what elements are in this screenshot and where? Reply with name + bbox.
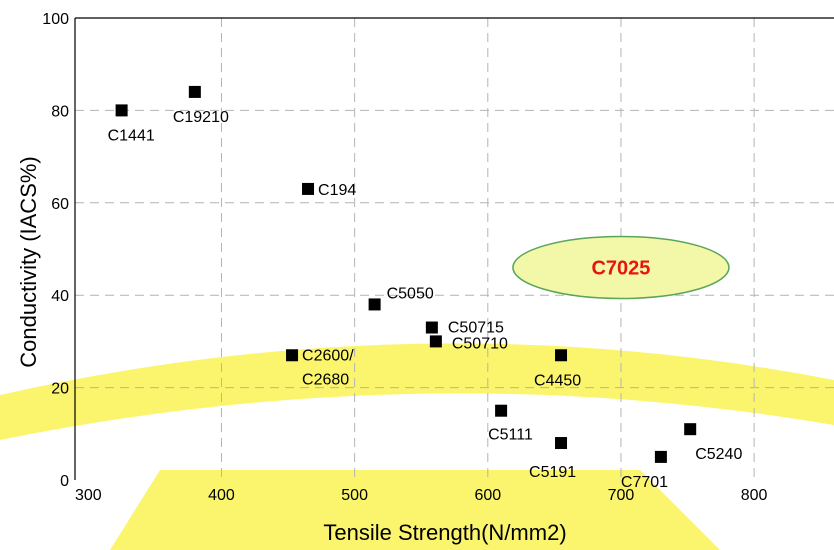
x-tick-label: 600 — [474, 487, 501, 504]
point-label: C2680 — [302, 371, 349, 388]
x-tick-label: 300 — [75, 487, 102, 504]
plot-frame — [74, 17, 834, 480]
band-lower-block — [110, 470, 720, 550]
y-tick-label: 40 — [51, 288, 69, 305]
y-tick-label: 20 — [51, 381, 69, 398]
background-band — [0, 343, 834, 550]
x-tick-label: 700 — [608, 487, 635, 504]
data-point — [188, 85, 201, 98]
point-label: C5111 — [488, 427, 533, 444]
x-tick-label: 800 — [741, 487, 768, 504]
point-label: C5050 — [387, 285, 434, 302]
tick-labels: 0 20 40 60 80 100 300 400 500 600 700 800 — [42, 11, 767, 504]
data-point — [555, 437, 568, 450]
y-tick-label: 80 — [51, 103, 69, 120]
data-point — [654, 450, 667, 463]
annotations: C7025 — [512, 235, 730, 300]
point-label: C4450 — [534, 372, 581, 389]
band-upper-arc — [0, 343, 834, 440]
data-point — [555, 349, 568, 362]
data-point — [368, 298, 381, 311]
y-tick-label: 100 — [42, 11, 69, 28]
point-label: C5240 — [695, 446, 742, 463]
x-axis-title: Tensile Strength(N/mm2) — [323, 520, 566, 545]
data-point — [495, 404, 508, 417]
x-tick-label: 500 — [341, 487, 368, 504]
data-point — [684, 423, 697, 436]
callout-label: C7025 — [591, 257, 650, 279]
data-point — [302, 182, 315, 195]
point-label: C50710 — [452, 335, 508, 352]
data-point — [429, 335, 442, 348]
point-label: C1441 — [108, 127, 155, 144]
point-label: C19210 — [173, 109, 229, 126]
x-tick-label: 400 — [208, 487, 235, 504]
data-point — [115, 104, 128, 117]
point-label: C50715 — [448, 320, 504, 337]
y-tick-label: 0 — [60, 473, 69, 490]
callout-ellipse — [512, 235, 730, 300]
data-point — [286, 349, 299, 362]
point-label: C5191 — [529, 464, 576, 481]
point-label: C7701 — [621, 474, 668, 491]
data-point — [425, 321, 438, 334]
y-tick-label: 60 — [51, 196, 69, 213]
point-label: C194 — [318, 182, 356, 199]
point-label: C2600/ — [302, 347, 354, 364]
y-axis-title: Conductivity (IACS%) — [16, 156, 41, 368]
